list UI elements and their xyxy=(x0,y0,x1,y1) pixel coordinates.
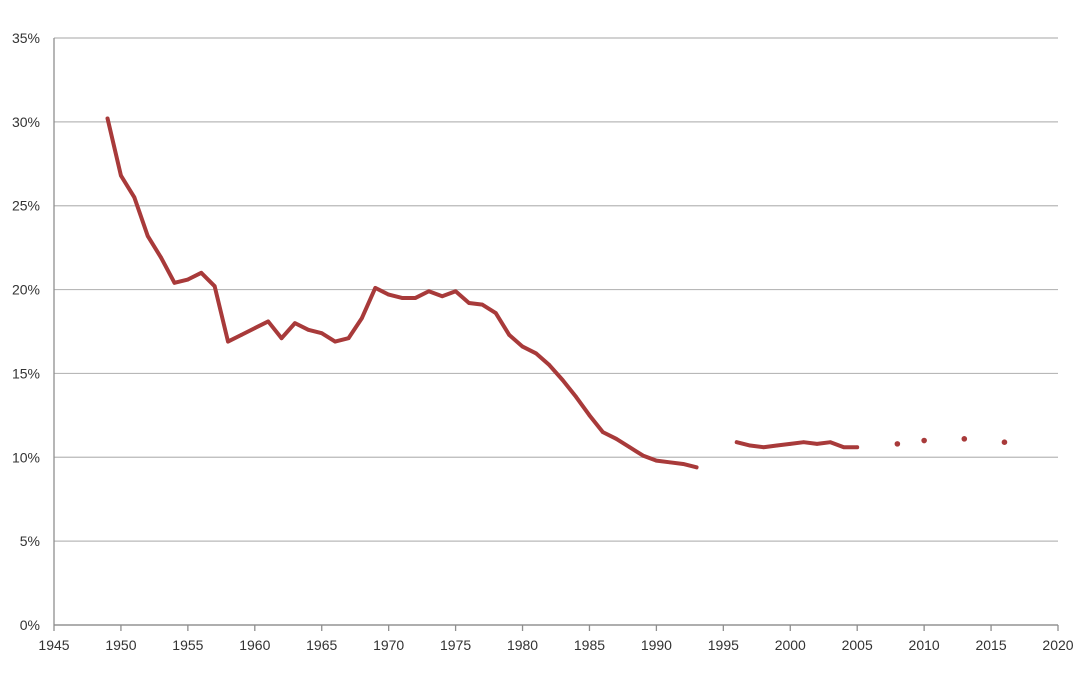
x-tick-label-5: 1970 xyxy=(373,637,404,653)
x-tick-label-6: 1975 xyxy=(440,637,471,653)
y-tick-label-4: 20% xyxy=(12,282,40,298)
x-tick-label-12: 2005 xyxy=(842,637,873,653)
series-point-0-6 xyxy=(186,277,190,282)
series-point-1-9 xyxy=(855,445,859,450)
series-point-0-5 xyxy=(172,281,177,285)
series-point-0-44 xyxy=(694,465,699,470)
series-point-0-22 xyxy=(400,296,404,300)
series-point-1-8 xyxy=(842,445,846,450)
series-point-0-18 xyxy=(346,336,351,341)
series-point-0-4 xyxy=(159,255,163,260)
series-point-0-31 xyxy=(520,344,525,349)
series-point-1-2 xyxy=(761,445,766,450)
x-tick-label-3: 1960 xyxy=(239,637,270,653)
series-point-0-36 xyxy=(587,413,592,418)
x-tick-label-7: 1980 xyxy=(507,637,538,653)
series-point-1-4 xyxy=(788,442,793,446)
series-point-0-3 xyxy=(145,234,150,238)
gridlines xyxy=(54,37,1058,626)
x-tick-label-11: 2000 xyxy=(775,637,806,653)
isolated-point-1 xyxy=(921,437,927,444)
series-point-0-26 xyxy=(453,289,458,294)
series-point-0-11 xyxy=(253,326,257,330)
series-point-0-34 xyxy=(560,378,565,382)
y-tick-label-5: 25% xyxy=(12,198,40,214)
y-tick-label-1: 5% xyxy=(20,533,40,549)
x-tick-label-10: 1995 xyxy=(708,637,739,653)
series-point-0-39 xyxy=(627,445,632,450)
series-line-segment-1 xyxy=(734,440,860,450)
series-point-0-8 xyxy=(212,284,217,289)
x-tick-label-13: 2010 xyxy=(909,637,940,653)
x-tick-label-8: 1985 xyxy=(574,637,605,653)
series-point-1-7 xyxy=(828,440,833,444)
series-point-0-38 xyxy=(614,437,619,441)
series-point-0-15 xyxy=(306,328,311,332)
x-tick-label-9: 1990 xyxy=(641,637,672,653)
x-tick-label-2: 1955 xyxy=(172,637,203,653)
y-tick-label-6: 30% xyxy=(12,114,40,130)
series xyxy=(105,116,1008,470)
y-tick-label-3: 15% xyxy=(12,365,40,381)
series-point-0-20 xyxy=(373,286,378,290)
series-point-0-24 xyxy=(427,289,431,294)
y-tick-label-7: 35% xyxy=(12,30,40,46)
isolated-point-3 xyxy=(1001,439,1008,445)
series-point-0-13 xyxy=(279,336,284,341)
series-point-0-28 xyxy=(480,302,485,307)
series-point-0-30 xyxy=(507,333,511,337)
series-point-0-16 xyxy=(319,331,324,335)
series-line-segment-0 xyxy=(105,116,699,470)
isolated-point-2 xyxy=(961,436,968,442)
series-point-0-25 xyxy=(440,294,445,299)
series-point-0-0 xyxy=(105,116,110,121)
series-point-0-1 xyxy=(119,173,123,178)
series-point-1-3 xyxy=(775,443,779,448)
series-point-0-32 xyxy=(534,351,538,356)
series-point-0-9 xyxy=(226,339,230,344)
series-point-0-17 xyxy=(333,339,337,344)
series-point-0-12 xyxy=(266,319,270,324)
series-point-0-19 xyxy=(360,316,364,320)
series-point-0-29 xyxy=(493,311,498,315)
series-point-0-42 xyxy=(667,460,672,465)
series-point-0-14 xyxy=(293,321,297,325)
series-point-0-7 xyxy=(199,271,204,275)
series-point-0-33 xyxy=(547,363,552,367)
series-point-0-23 xyxy=(413,296,418,300)
series-point-1-0 xyxy=(734,440,739,444)
tick-labels: 0% 5% 10% 15% 20% 25% 30% 35% 1945 1950 1955 1960 19… xyxy=(12,30,1074,653)
series-point-0-2 xyxy=(132,195,137,200)
x-tick-label-14: 2015 xyxy=(975,637,1006,653)
series-point-0-10 xyxy=(239,333,244,337)
series-point-1-1 xyxy=(748,443,752,448)
x-tick-label-15: 2020 xyxy=(1042,637,1073,653)
series-point-0-35 xyxy=(574,395,578,399)
y-tick-label-0: 0% xyxy=(20,617,40,633)
series-point-0-37 xyxy=(601,430,605,434)
x-tick-label-1: 1950 xyxy=(105,637,136,653)
series-point-0-41 xyxy=(654,458,659,463)
isolated-point-0 xyxy=(894,441,901,447)
axes xyxy=(53,38,1059,631)
series-point-0-43 xyxy=(681,462,685,466)
series-point-1-6 xyxy=(815,442,819,446)
series-point-0-21 xyxy=(386,292,391,297)
series-point-0-27 xyxy=(467,301,471,305)
series-point-0-40 xyxy=(641,453,645,458)
x-tick-label-0: 1945 xyxy=(38,637,69,653)
x-tick-label-4: 1965 xyxy=(306,637,337,653)
series-point-1-5 xyxy=(801,440,806,444)
y-tick-label-2: 10% xyxy=(12,449,40,465)
